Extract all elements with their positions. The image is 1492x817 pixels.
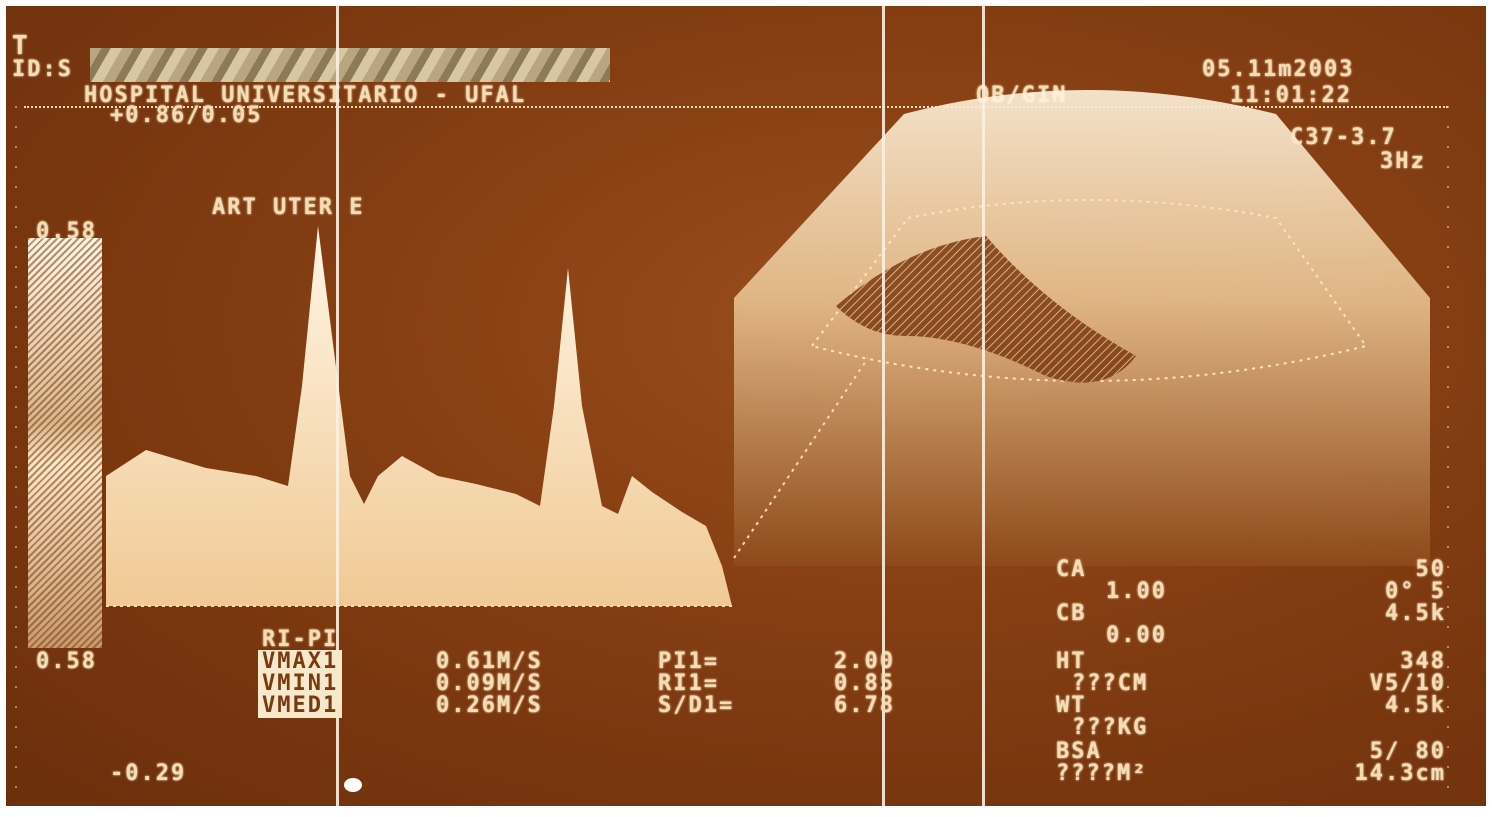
ri-value: 0.85: [834, 671, 895, 696]
doppler-spectrum: [106, 226, 732, 606]
doppler-cursor-line: [733, 357, 869, 559]
probe-marker-icon: T: [12, 31, 30, 61]
cb-label: CB: [1056, 601, 1087, 626]
scale-bottom: -0.29: [110, 761, 187, 786]
ultrasound-screen: T ID:S HOSPITAL UNIVERSITARIO - UFAL OB/…: [6, 6, 1486, 806]
sd-label: S/D1=: [658, 693, 735, 718]
depth-code: 348: [1400, 649, 1446, 674]
wt-value: ???KG: [1072, 715, 1149, 740]
prf-value: 4.5k: [1385, 601, 1446, 626]
frame-ratio: 5/ 80: [1369, 739, 1446, 764]
velocity-scale-bar: [28, 238, 102, 648]
vmin-label: VMIN1: [258, 672, 343, 696]
redacted-patient-id: [90, 48, 610, 82]
pi-label: PI1=: [658, 649, 719, 674]
focus-marker-icon: [344, 778, 362, 792]
exam-date: 05.11m2003: [1202, 57, 1355, 82]
scale-mid: 0.58: [36, 649, 97, 674]
vmin-value: 0.09M/S: [436, 671, 543, 696]
prf-value-2: 4.5k: [1385, 693, 1446, 718]
vmed-value: 0.26M/S: [436, 693, 543, 718]
ultrasound-image: [15, 90, 1449, 806]
sd-value: 6.78: [834, 693, 895, 718]
ca-label: CA: [1056, 557, 1087, 582]
ca-value: 1.00: [1106, 579, 1167, 604]
gain-value: 50: [1415, 557, 1446, 582]
wt-label: WT: [1056, 693, 1087, 718]
ht-label: HT: [1056, 649, 1087, 674]
bsa-label: BSA: [1056, 739, 1102, 764]
scan-line: [882, 6, 885, 806]
angle-value: 0° 5: [1385, 579, 1446, 604]
ht-value: ???CM: [1072, 671, 1149, 696]
scan-line: [336, 6, 339, 806]
patient-id-label: ID:S: [12, 57, 73, 82]
vessel-label: ART UTER E: [212, 195, 365, 220]
vmax-value: 0.61M/S: [436, 649, 543, 674]
ri-label: RI1=: [658, 671, 719, 696]
cb-value: 0.00: [1106, 623, 1167, 648]
scale-top: 0.58: [36, 219, 97, 244]
header-divider: [24, 106, 1448, 108]
volume-value: V5/10: [1369, 671, 1446, 696]
vmax-label: VMAX1: [258, 650, 343, 674]
measurement-title: RI-PI: [262, 627, 339, 652]
probe-label: C37-3.7: [1290, 125, 1397, 150]
hospital-name: HOSPITAL UNIVERSITARIO - UFAL: [84, 83, 527, 108]
exam-time: 11:01:22: [1230, 83, 1352, 108]
pi-value: 2.00: [834, 649, 895, 674]
bsa-value: ????M²: [1056, 761, 1148, 786]
depth-value: 14.3cm: [1354, 761, 1446, 786]
vessel-flow-region: [836, 236, 1136, 383]
scan-line: [982, 6, 985, 806]
vmed-label: VMED1: [258, 694, 343, 718]
frequency-label: 3Hz: [1380, 149, 1426, 174]
